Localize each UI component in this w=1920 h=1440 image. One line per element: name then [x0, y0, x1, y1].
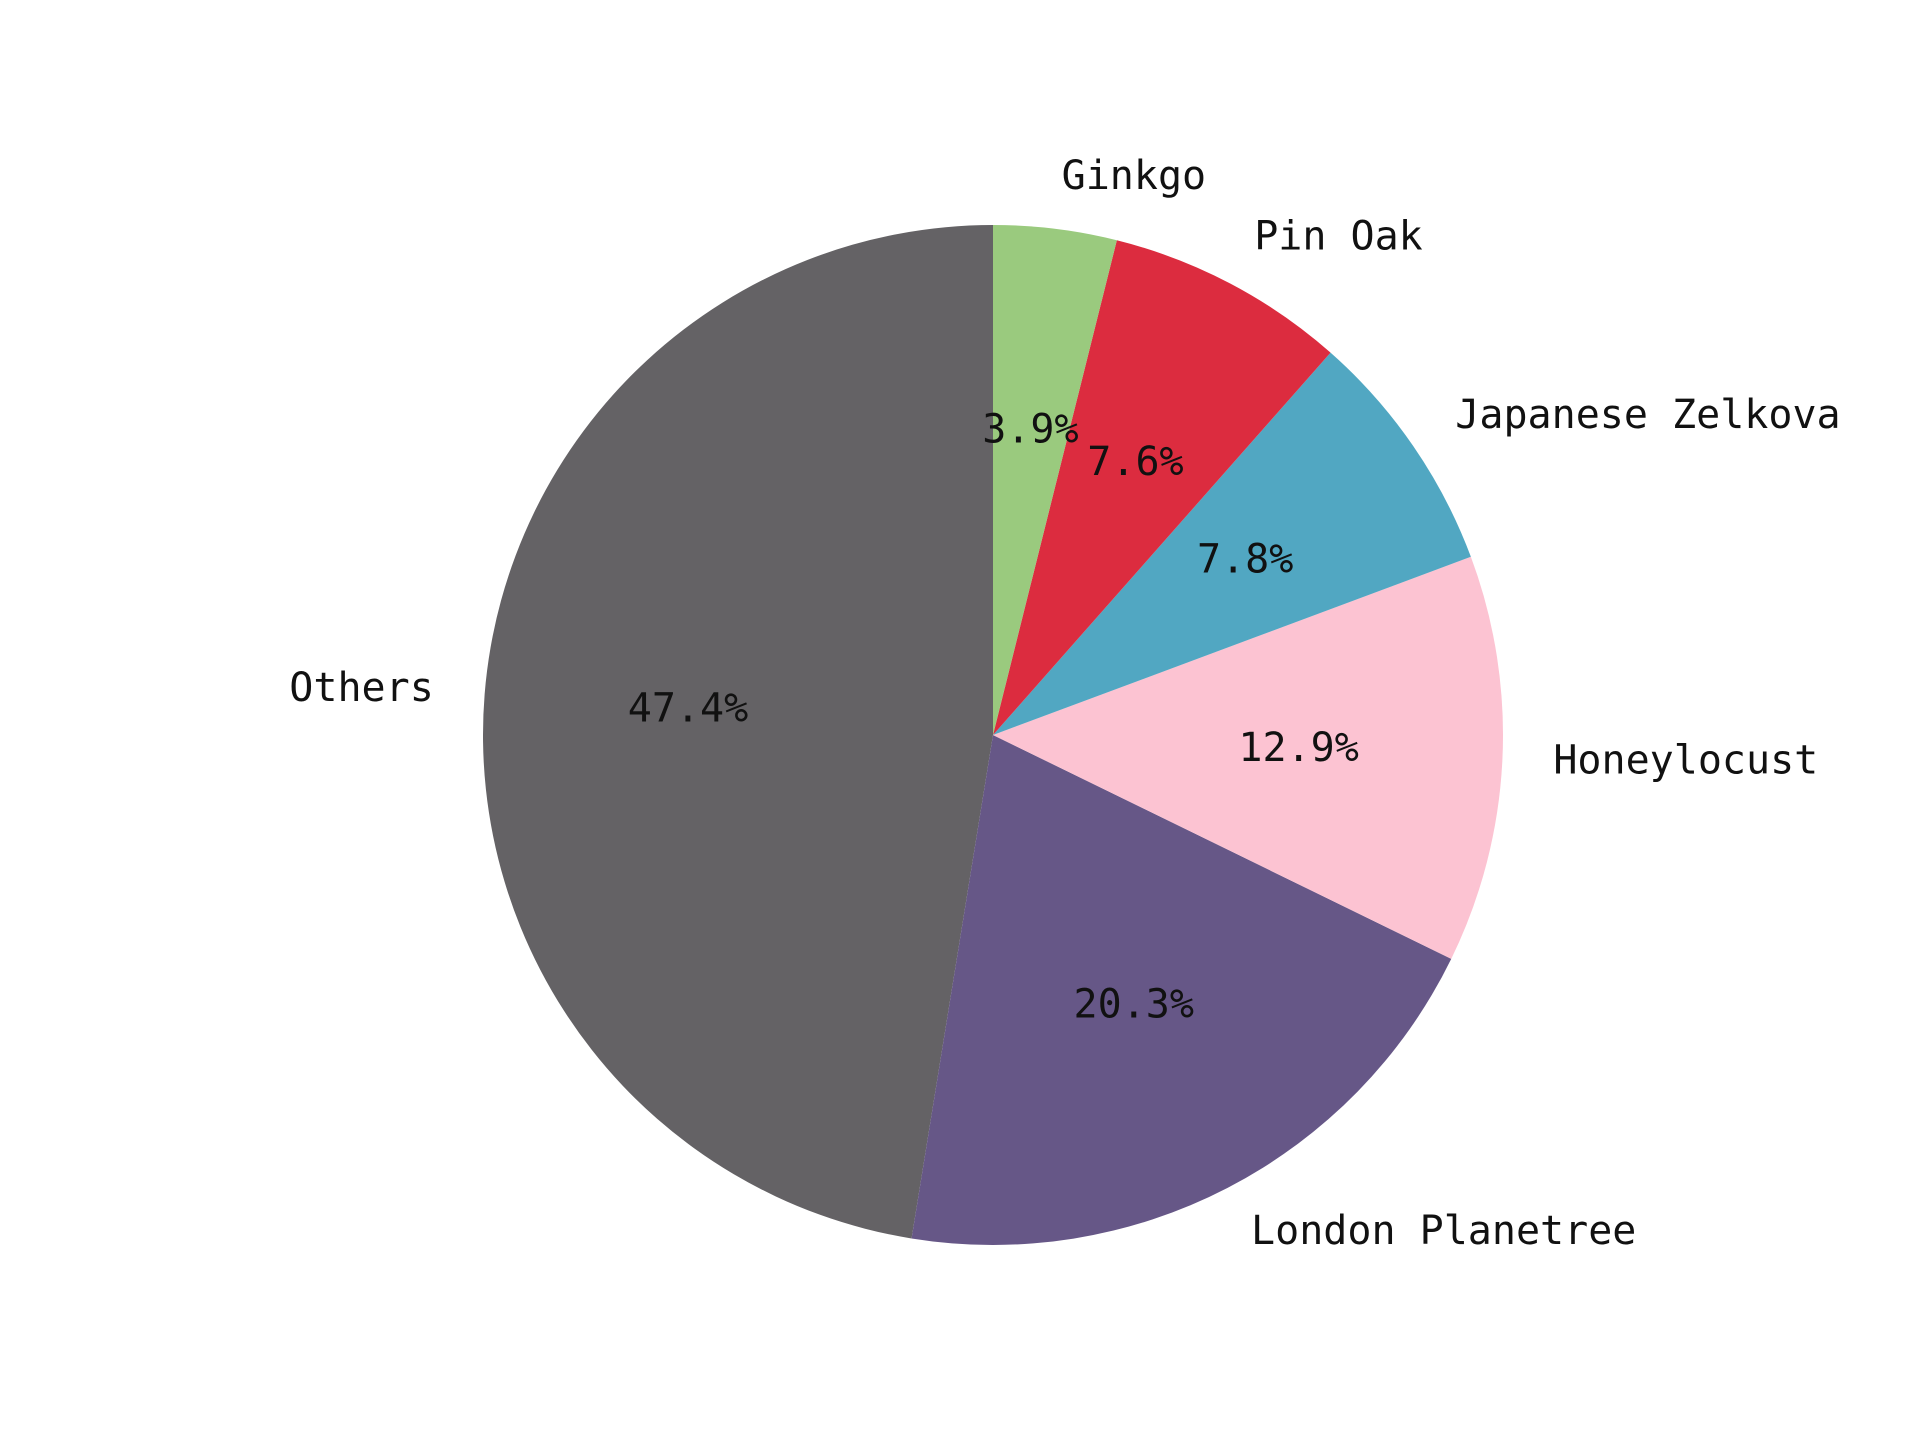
percent-label-pin-oak: 7.6%: [1087, 439, 1183, 485]
percent-labels: 47.4% 20.3% 12.9% 7.8% 7.6%3.9%: [628, 406, 1359, 1027]
slice-label-pin-oak: Pin Oak: [1254, 214, 1423, 260]
slice-label-london-planetree: London Planetree: [1251, 1208, 1636, 1254]
pie-slice-london-planetree: [911, 735, 1452, 1245]
pie-slice-ginkgo: [993, 225, 1117, 735]
slice-label-honeylocust: Honeylocust: [1553, 737, 1818, 783]
percent-label-london-planetree: 20.3%: [1074, 982, 1194, 1028]
slice-label-japanese-zelkova: Japanese Zelkova: [1455, 392, 1840, 438]
pie-slices: [482, 225, 1503, 1245]
percent-label-japanese-zelkova: 7.8%: [1197, 537, 1293, 583]
slice-labels: Others London Planetree Honeylocust Japanes…: [289, 153, 1840, 1254]
pie-slice-honeylocust: [993, 556, 1503, 959]
percent-label-ginkgo: 3.9%: [982, 406, 1078, 452]
percent-label-others: 47.4%: [628, 685, 748, 731]
pie-slice-others: [482, 225, 993, 1239]
slice-label-ginkgo: Ginkgo: [1062, 153, 1207, 199]
pie-slice-pin-oak: [993, 240, 1331, 735]
percent-label-honeylocust: 12.9%: [1238, 725, 1358, 771]
pie-slice-japanese-zelkova: [993, 352, 1471, 735]
slice-label-others: Others: [289, 665, 434, 711]
